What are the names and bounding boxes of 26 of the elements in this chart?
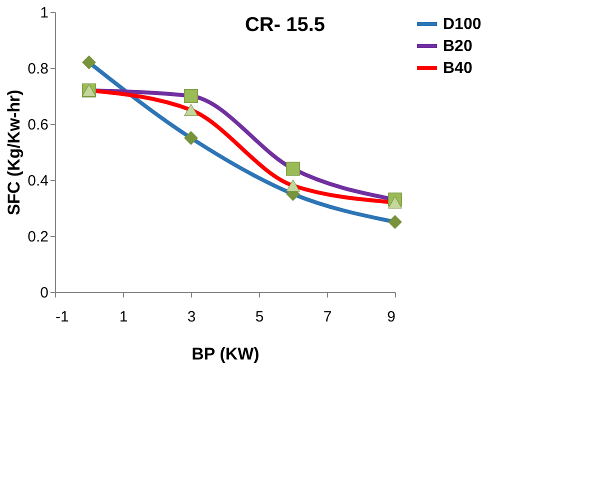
y-tick-label: 0: [40, 284, 48, 302]
x-tick-label: 1: [119, 308, 128, 326]
y-tick-label: 0.6: [28, 116, 48, 134]
x-tick-label: 3: [187, 308, 196, 326]
legend-label: B40: [443, 60, 472, 77]
x-tick-label: 7: [323, 308, 332, 326]
x-tick-label: 5: [255, 308, 264, 326]
point: [82, 55, 96, 70]
y-tick-label: 0.8: [28, 60, 48, 78]
legend-label: D100: [443, 16, 482, 33]
x-tick-label: -1: [56, 308, 69, 326]
chart-title: CR- 15.5: [244, 14, 326, 36]
y-axis-title: SFC (Kg/Kw-hr): [4, 90, 24, 216]
point: [286, 180, 300, 192]
point: [184, 131, 198, 145]
legend-label: B20: [443, 38, 472, 55]
y-tick-label: 0.4: [28, 172, 48, 190]
y-tick-label: 1: [40, 4, 48, 22]
point: [184, 104, 198, 116]
x-tick-label: 9: [387, 308, 396, 326]
point: [388, 196, 402, 208]
point: [286, 162, 300, 176]
x-axis-title: BP (KW): [192, 344, 260, 364]
point: [184, 89, 198, 103]
point: [388, 215, 402, 229]
y-tick-label: 0.2: [28, 228, 48, 246]
